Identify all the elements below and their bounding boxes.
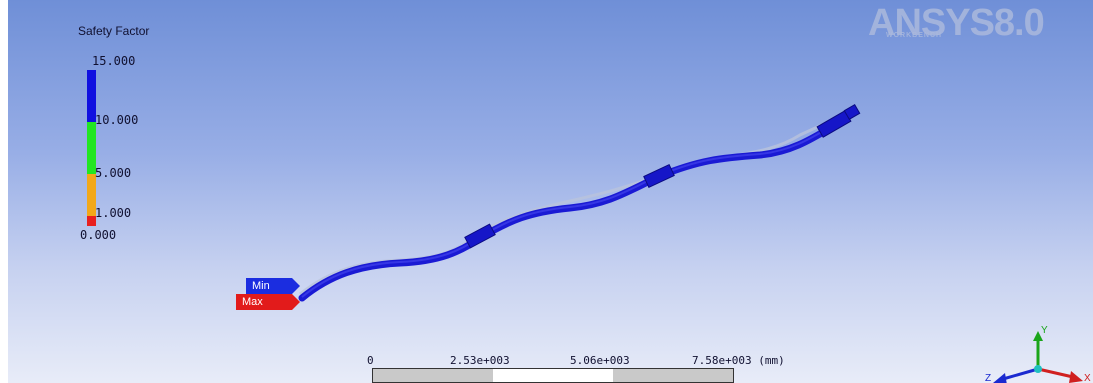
scale-seg-1: [373, 369, 493, 382]
triad-x-label: X: [1084, 373, 1091, 383]
ansys-logo: ANSYS8.0 WORKBENCH: [868, 2, 1083, 48]
triad-z-label: Z: [985, 373, 991, 383]
triad-y-label: Y: [1041, 325, 1048, 336]
legend-label-1: 1.000: [95, 206, 132, 220]
triad-origin: [1034, 365, 1042, 373]
legend-label-10: 10.000: [95, 113, 139, 127]
scale-label-1: 2.53e+003: [450, 354, 510, 367]
triad-y-arrow-icon: [1033, 331, 1043, 341]
legend-seg-red: [87, 216, 96, 226]
triad-z-arrow-icon: [993, 373, 1007, 383]
scale-seg-2: [613, 369, 733, 382]
scale-label-2: 5.06e+003: [570, 354, 630, 367]
legend-label-5: 5.000: [95, 166, 132, 180]
triad-x-axis: [1037, 367, 1074, 379]
legend-title: Safety Factor: [78, 24, 150, 38]
scale-label-0: 0: [367, 354, 374, 367]
panel-edge: [0, 0, 8, 383]
triad-z-axis: [1002, 367, 1039, 381]
triad-x-arrow-icon: [1069, 371, 1083, 383]
scale-bar: [372, 368, 734, 383]
pipe-joint-3: [816, 110, 852, 138]
scale-label-3: 7.58e+003 (mm): [692, 354, 785, 367]
legend-seg-green: [87, 122, 96, 174]
legend-color-bar: [87, 70, 96, 226]
max-probe-tag[interactable]: Max: [236, 294, 300, 310]
coordinate-triad[interactable]: Y Z X: [983, 313, 1093, 383]
legend-seg-orange: [87, 174, 96, 216]
min-probe-tag[interactable]: Min: [246, 278, 300, 294]
legend-label-min: 0.000: [80, 228, 117, 242]
pipe-highlight: [301, 110, 856, 298]
pipe-joint-2: [643, 163, 675, 189]
legend-seg-blue: [87, 70, 96, 122]
logo-subtext: WORKBENCH: [886, 32, 943, 39]
logo-text: ANSYS8.0: [868, 2, 1045, 44]
legend-label-max: 15.000: [92, 54, 136, 68]
pipe-joint-1: [464, 223, 496, 249]
pipe-end-cap: [843, 103, 861, 121]
